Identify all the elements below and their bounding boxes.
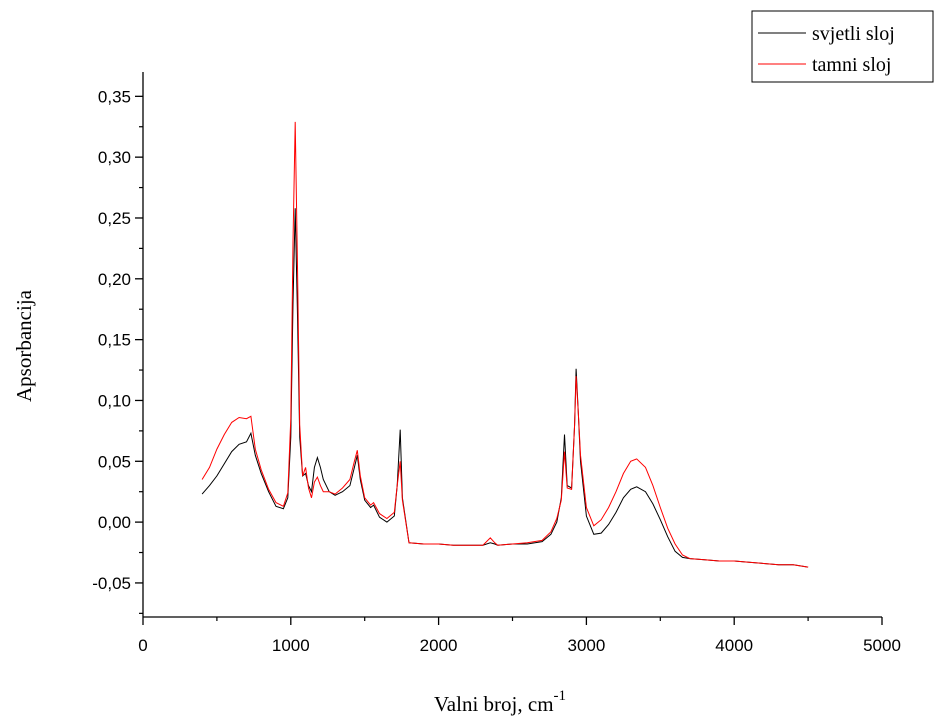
x-tick-label: 1000 [272,636,310,655]
legend-label-tamni-sloj: tamni sloj [812,54,891,76]
y-axis-title: Apsorbancija [12,289,36,402]
y-tick-label: 0,00 [98,513,131,532]
x-tick-label: 0 [138,636,147,655]
legend-label-svjetli-sloj: svjetli sloj [812,23,895,45]
x-axis-title: Valni broj, cm-1 [434,688,566,716]
y-tick-label: 0,30 [98,148,131,167]
labels-layer: 0 1000 2000 3000 4000 5000 -0,05 0,00 0,05 0,10 0,… [92,87,901,655]
x-tick-label: 3000 [567,636,605,655]
legend: svjetli sloj tamni sloj [751,10,934,83]
y-tick-label: 0,20 [98,270,131,289]
x-tick-label: 4000 [715,636,753,655]
x-tick-label: 2000 [420,636,458,655]
y-tick-label: 0,35 [98,87,131,106]
y-tick-label: 0,15 [98,331,131,350]
series-line-tamni-sloj [201,121,809,568]
x-tick-label: 5000 [863,636,901,655]
legend-box [751,10,934,83]
y-tick-label: 0,10 [98,391,131,410]
y-tick-label: 0,05 [98,452,131,471]
y-tick-label: -0,05 [92,574,131,593]
axes-layer [135,72,883,625]
y-tick-label: 0,25 [98,209,131,228]
series-layer [201,121,809,568]
x-axis-title-superscript: -1 [554,688,567,704]
